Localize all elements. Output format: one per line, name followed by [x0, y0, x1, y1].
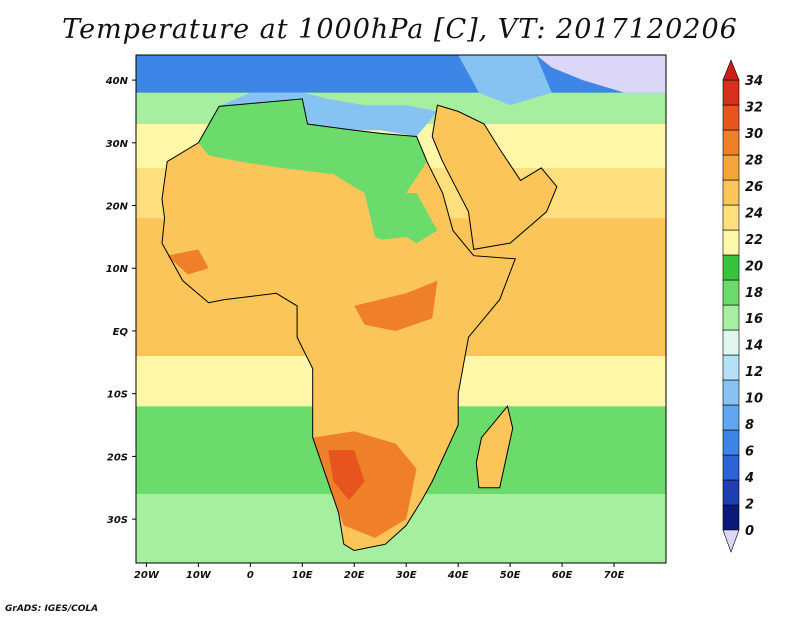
colorbar-swatch: [722, 429, 740, 456]
lon-tick-label: 20W: [134, 570, 160, 581]
snow-region: [536, 55, 666, 93]
sahel-region: [208, 218, 438, 294]
lat-tick-label: EQ: [113, 327, 129, 338]
mediterranean-sea: [219, 92, 438, 137]
colorbar-label: 4: [744, 471, 754, 486]
lon-tick-label: 60E: [552, 570, 573, 581]
lon-tick-label: 0: [247, 570, 254, 581]
colorbar-label: 32: [745, 100, 763, 115]
lat-tick-label: 20N: [106, 202, 129, 213]
nile-region: [364, 193, 438, 250]
colorbar-swatch: [722, 154, 740, 181]
colorbar-swatch: [722, 104, 740, 131]
hottest-region: [328, 450, 365, 501]
colorbar-label: 18: [745, 286, 763, 301]
colorbar-label: 0: [745, 524, 754, 539]
colorbar-swatch: [722, 379, 740, 406]
colorbar-swatch: [722, 504, 740, 531]
lat-tick-label: 30N: [106, 139, 129, 150]
colorbar-swatch: [722, 304, 740, 331]
colorbar-label: 20: [745, 259, 763, 274]
colorbar-label: 34: [745, 74, 763, 89]
colorbar-swatch: [722, 179, 740, 206]
colorbar-label: 14: [745, 339, 763, 354]
colorbar-over-arrow: [722, 59, 740, 81]
lon-tick-label: 50E: [500, 570, 521, 581]
lon-tick-label: 70E: [604, 570, 625, 581]
colorbar-swatch: [722, 229, 740, 256]
coastline: [431, 104, 558, 250]
lon-tick-label: 40E: [447, 570, 469, 581]
lat-tick-label: 30S: [107, 515, 128, 526]
caucasus-region: [458, 55, 552, 106]
colorbar-swatch: [722, 354, 740, 381]
colorbar-label: 30: [745, 127, 763, 142]
latitude-ticks: 40N 30N 20N 10N EQ 10S 20S 30S: [105, 76, 136, 526]
colorbar-label: 12: [745, 365, 763, 380]
longitude-ticks: 20W 10W 0 10E 20E 30E 40E 50E 60E 70E: [134, 563, 625, 581]
colorbar-swatch: [722, 254, 740, 281]
colorbar-swatch: [722, 329, 740, 356]
lat-tick-label: 10N: [106, 264, 129, 275]
colorbar-swatch: [722, 79, 740, 106]
lon-tick-label: 30E: [396, 570, 417, 581]
colorbar-swatch: [722, 454, 740, 481]
lon-tick-label: 10W: [186, 570, 212, 581]
map-title: Temperature at 1000hPa [C], VT: 20171202…: [62, 14, 738, 45]
lon-tick-label: 20E: [344, 570, 365, 581]
hot-region: [354, 280, 438, 331]
lat-tick-label: 10S: [107, 390, 128, 401]
colorbar-label: 2: [745, 498, 754, 513]
lat-tick-label: 40N: [105, 76, 129, 87]
coastline: [161, 98, 517, 552]
colorbar-label: 24: [745, 206, 763, 221]
colorbar-label: 10: [745, 392, 763, 407]
colorbar-label: 28: [745, 153, 763, 168]
colorbar-swatch: [722, 204, 740, 231]
colorbar-swatch: [722, 479, 740, 506]
grads-credit: GrADS: IGES/COLA: [5, 604, 99, 614]
coastlines-and-borders: [161, 98, 558, 552]
hot-region: [167, 249, 209, 275]
coastline: [475, 405, 514, 489]
colorbar-label: 26: [745, 180, 763, 195]
plot-frame: [135, 54, 667, 564]
temperature-field: [136, 55, 666, 563]
colorbar-label: 8: [745, 418, 754, 433]
lon-tick-label: 10E: [292, 570, 313, 581]
colorbar-swatch: [722, 404, 740, 431]
lat-tick-label: 20S: [107, 452, 128, 463]
colorbar-under-arrow: [722, 529, 740, 553]
colorbar-swatch: [722, 279, 740, 306]
colorbar-swatch: [722, 129, 740, 156]
sahara-north-region: [198, 98, 427, 193]
colorbar-label: 16: [745, 312, 763, 327]
colorbar-label: 22: [745, 233, 763, 248]
colorbar-label: 6: [745, 445, 754, 460]
arabia-land: [432, 105, 557, 250]
madagascar-land: [476, 406, 513, 488]
